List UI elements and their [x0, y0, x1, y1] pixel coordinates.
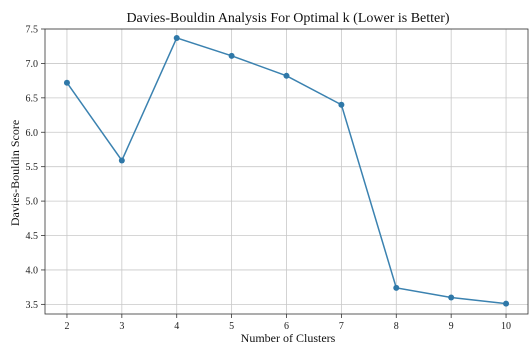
y-axis-label: Davies-Bouldin Score [8, 120, 22, 226]
data-point [503, 300, 510, 307]
y-tick-label: 7.0 [26, 59, 39, 70]
axes: 2 3 4 5 6 7 8 9 10 3.5 4.0 4.5 5.0 5.5 6.0 6.5 7.0 7.5 [26, 25, 529, 332]
x-tick-label: 6 [284, 321, 289, 332]
y-tick-label: 5.5 [26, 162, 39, 173]
x-tick-label: 3 [119, 321, 124, 332]
data-point [63, 79, 70, 86]
x-tick-label: 4 [174, 321, 179, 332]
data-point [228, 52, 235, 59]
y-tick-label: 5.0 [26, 197, 39, 208]
data-point [173, 34, 180, 41]
y-tick-label: 3.5 [26, 300, 39, 311]
y-tick-label: 4.0 [26, 265, 39, 276]
x-tick-label: 5 [229, 321, 234, 332]
y-tick-label: 4.5 [26, 231, 39, 242]
data-point [118, 157, 125, 164]
y-tick-label: 7.5 [26, 25, 39, 36]
grid [45, 28, 528, 314]
x-tick-label: 10 [501, 321, 511, 332]
data-point [448, 294, 455, 301]
x-tick-label: 8 [394, 321, 399, 332]
chart-title: Davies-Bouldin Analysis For Optimal k (L… [126, 11, 449, 26]
x-tick-label: 9 [449, 321, 454, 332]
data-point [393, 284, 400, 291]
series-layer [63, 34, 510, 307]
x-tick-label: 7 [339, 321, 344, 332]
x-tick-label: 2 [64, 321, 69, 332]
x-axis-label: Number of Clusters [241, 331, 336, 345]
y-tick-label: 6.0 [26, 128, 39, 139]
data-point [338, 101, 345, 108]
plot-frame [44, 28, 529, 315]
y-tick-label: 6.5 [26, 93, 39, 104]
data-point [283, 72, 290, 79]
